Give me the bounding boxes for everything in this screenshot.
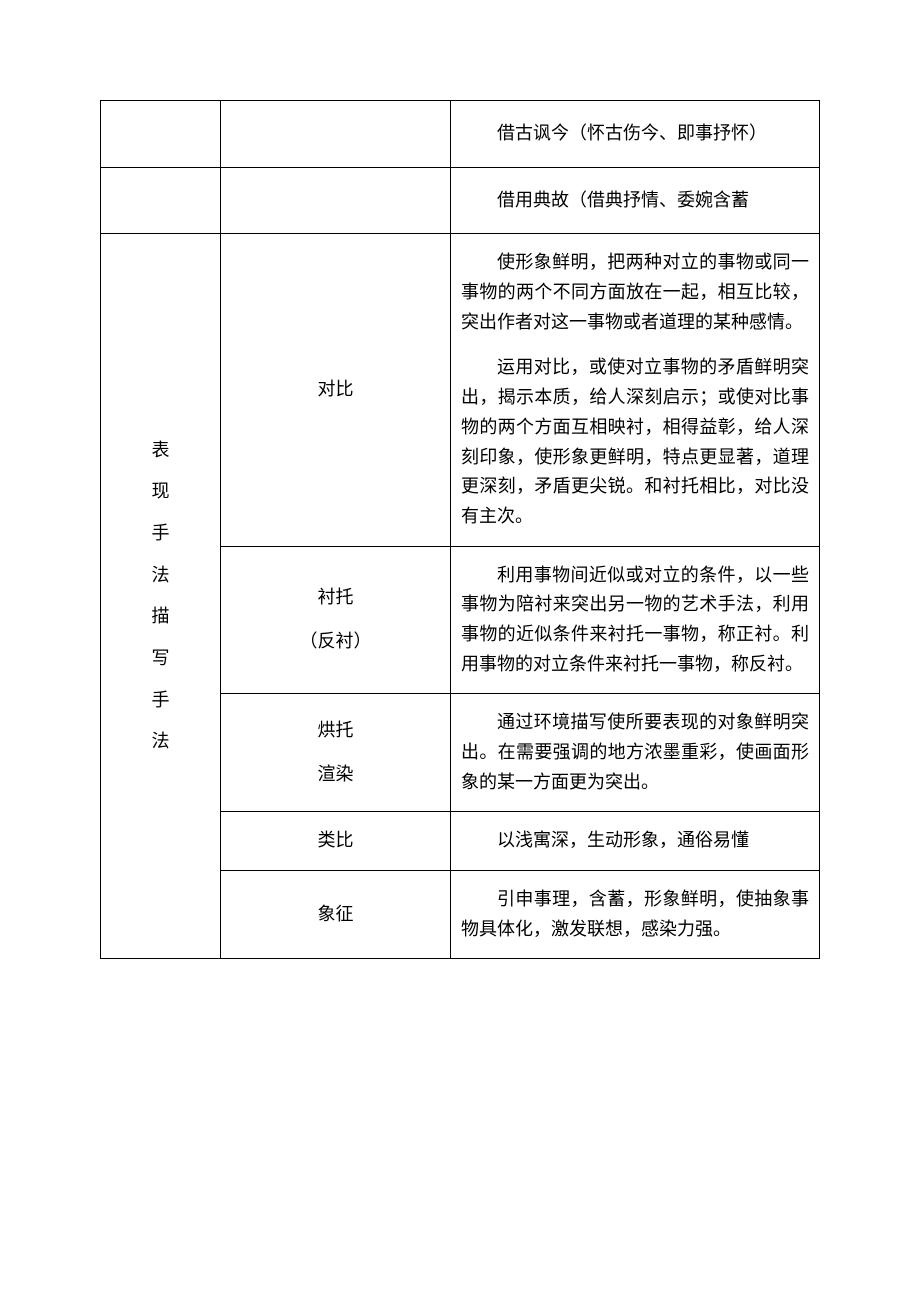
cell-empty bbox=[221, 101, 451, 168]
cell-desc: 通过环境描写使所要表现的对象鲜明突出。在需要强调的地方浓墨重彩，使画面形象的某一… bbox=[451, 694, 820, 812]
desc-text: 使形象鲜明，把两种对立的事物或同一事物的两个不同方面放在一起，相互比较，突出作者… bbox=[461, 248, 809, 337]
table-row: 借用典故（借典抒情、委婉含蓄 bbox=[101, 167, 820, 234]
desc-text: 以浅寓深，生动形象，通俗易懂 bbox=[461, 826, 809, 856]
cell-technique: 烘托 渲染 bbox=[221, 694, 451, 812]
cell-technique: 衬托 （反衬） bbox=[221, 546, 451, 694]
vertical-char: 手 bbox=[152, 686, 170, 716]
vertical-char: 手 bbox=[152, 519, 170, 549]
cell-empty bbox=[101, 167, 221, 234]
cell-technique: 对比 bbox=[221, 234, 451, 546]
table-row: 表现手法描写手法 对比 使形象鲜明，把两种对立的事物或同一事物的两个不同方面放在… bbox=[101, 234, 820, 546]
technique-name: 对比 bbox=[318, 379, 354, 399]
cell-technique: 类比 bbox=[221, 812, 451, 871]
desc-text: 借用典故（借典抒情、委婉含蓄 bbox=[461, 186, 809, 216]
cell-desc: 借用典故（借典抒情、委婉含蓄 bbox=[451, 167, 820, 234]
cell-desc: 使形象鲜明，把两种对立的事物或同一事物的两个不同方面放在一起，相互比较，突出作者… bbox=[451, 234, 820, 546]
technique-name: 衬托 bbox=[318, 587, 354, 607]
cell-desc: 引申事理，含蓄，形象鲜明，使抽象事物具体化，激发联想，感染力强。 bbox=[451, 871, 820, 959]
vertical-char: 法 bbox=[152, 561, 170, 591]
document-table-container: 借古讽今（怀古伤今、即事抒怀） 借用典故（借典抒情、委婉含蓄 表现手法描写手法 … bbox=[100, 100, 820, 959]
technique-name: 烘托 bbox=[318, 720, 354, 740]
vertical-char: 描 bbox=[152, 602, 170, 632]
vertical-char: 法 bbox=[152, 727, 170, 757]
cell-desc: 借古讽今（怀古伤今、即事抒怀） bbox=[451, 101, 820, 168]
desc-text: 借古讽今（怀古伤今、即事抒怀） bbox=[461, 119, 809, 149]
technique-sub: （反衬） bbox=[231, 627, 440, 657]
vertical-header: 表现手法描写手法 bbox=[111, 436, 210, 758]
cell-category-header: 表现手法描写手法 bbox=[101, 234, 221, 959]
technique-name: 象征 bbox=[318, 904, 354, 924]
vertical-char: 现 bbox=[152, 477, 170, 507]
cell-empty bbox=[101, 101, 221, 168]
table-row: 借古讽今（怀古伤今、即事抒怀） bbox=[101, 101, 820, 168]
cell-technique: 象征 bbox=[221, 871, 451, 959]
desc-text: 运用对比，或使对立事物的矛盾鲜明突出，揭示本质，给人深刻启示；或使对比事物的两个… bbox=[461, 353, 809, 531]
vertical-char: 表 bbox=[152, 436, 170, 466]
vertical-char: 写 bbox=[152, 644, 170, 674]
desc-text: 引申事理，含蓄，形象鲜明，使抽象事物具体化，激发联想，感染力强。 bbox=[461, 885, 809, 944]
desc-text: 通过环境描写使所要表现的对象鲜明突出。在需要强调的地方浓墨重彩，使画面形象的某一… bbox=[461, 708, 809, 797]
cell-desc: 以浅寓深，生动形象，通俗易懂 bbox=[451, 812, 820, 871]
technique-name: 类比 bbox=[318, 830, 354, 850]
cell-empty bbox=[221, 167, 451, 234]
technique-sub: 渲染 bbox=[231, 760, 440, 790]
cell-desc: 利用事物间近似或对立的条件，以一些事物为陪衬来突出另一物的艺术手法，利用事物的近… bbox=[451, 546, 820, 694]
techniques-table: 借古讽今（怀古伤今、即事抒怀） 借用典故（借典抒情、委婉含蓄 表现手法描写手法 … bbox=[100, 100, 820, 959]
desc-text: 利用事物间近似或对立的条件，以一些事物为陪衬来突出另一物的艺术手法，利用事物的近… bbox=[461, 561, 809, 680]
